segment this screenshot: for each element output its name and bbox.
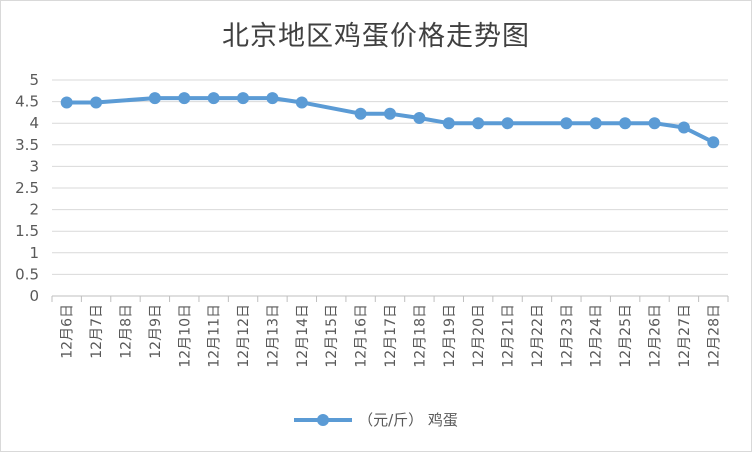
data-point [560,117,573,130]
x-tick-label: 12月19日 [442,304,458,368]
data-point [384,107,396,120]
x-tick-label: 12月11日 [207,304,223,368]
data-point [237,92,250,105]
data-point [501,117,514,130]
x-tick-label: 12月13日 [265,304,281,368]
x-tick-label: 12月15日 [324,304,340,368]
x-tick-label: 12月17日 [383,304,399,368]
data-point [295,96,308,109]
x-tick-label: 12月25日 [618,304,634,368]
data-point [472,117,485,130]
data-point [178,92,191,105]
data-point [442,117,455,130]
y-tick-label: 4.5 [15,93,39,111]
x-tick-label: 12月23日 [559,304,575,368]
y-axis-ticks: 0 0.5 1 1.5 2 2.5 3 3.5 4 4.5 5 [15,71,39,305]
data-point [266,92,279,105]
legend-label: （元/斤） 鸡蛋 [358,411,458,429]
x-tick-label: 12月27日 [677,304,693,368]
data-point [413,112,426,125]
x-tick-label: 12月9日 [148,304,164,359]
y-tick-label: 0 [29,287,39,305]
gridlines [52,79,728,297]
legend-swatch [294,413,353,426]
x-tick-label: 12月22日 [530,304,546,368]
x-tick-label: 12月7日 [89,304,105,359]
y-tick-label: 0.5 [15,265,39,283]
x-tick-label: 12月14日 [295,304,311,368]
y-tick-label: 3 [29,157,39,175]
data-point [60,96,73,109]
x-axis-ticks: 12月6日 12月7日 12月8日 12月9日 12月10日 12月11日 12月12日 12… [51,296,729,368]
y-tick-label: 1.5 [15,222,39,240]
y-tick-label: 2 [29,201,39,219]
chart-title: 北京地区鸡蛋价格走势图 [222,21,530,52]
x-tick-label: 12月18日 [412,304,428,368]
x-tick-label: 12月28日 [706,304,722,368]
data-point [207,92,220,105]
data-point [619,117,632,130]
data-point [648,117,661,130]
legend: （元/斤） 鸡蛋 [0,409,752,430]
series-layer [60,92,720,149]
data-point [589,117,602,130]
series-line [64,96,716,145]
x-tick-label: 12月6日 [60,304,76,359]
data-point [677,121,690,134]
x-tick-label: 12月26日 [648,304,664,368]
x-tick-label: 12月10日 [177,304,193,368]
y-tick-label: 2.5 [15,179,39,197]
x-tick-label: 12月16日 [354,304,370,368]
data-point [354,107,367,120]
y-tick-label: 1 [29,244,39,262]
data-point [90,96,103,109]
x-tick-label: 12月12日 [236,304,252,368]
data-point [707,136,720,149]
y-tick-label: 3.5 [15,136,39,154]
x-tick-label: 12月24日 [589,304,605,368]
x-tick-label: 12月21日 [501,304,517,368]
x-tick-label: 12月8日 [118,304,134,359]
x-tick-label: 12月20日 [471,304,487,368]
data-point [148,92,161,105]
y-tick-label: 5 [29,71,39,89]
y-tick-label: 4 [29,114,39,132]
